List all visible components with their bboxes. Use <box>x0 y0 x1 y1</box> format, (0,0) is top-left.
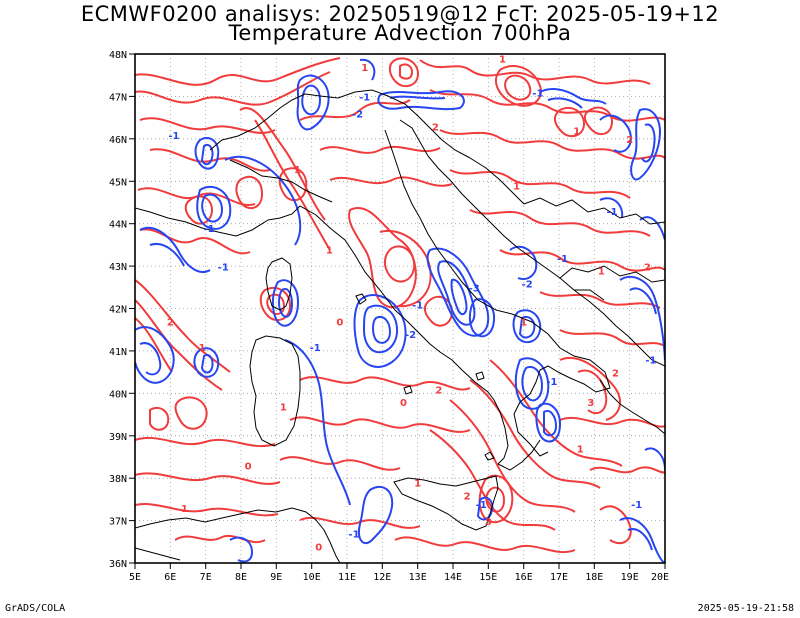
lat-label: 47N <box>109 92 127 103</box>
contour-value-label: 1 <box>598 267 605 278</box>
longitude-labels: 5E 6E 7E 8E 9E 10E 11E 12E 13E 14E 15E 1… <box>129 572 669 583</box>
lat-label: 48N <box>109 50 127 61</box>
contour-value-label: 1 <box>499 55 506 66</box>
software-credit: GrADS/COLA <box>5 603 66 614</box>
contour-value-label: -1 <box>645 356 656 367</box>
contour-value-label: 0 <box>315 542 322 553</box>
contour-value-label: 0 <box>336 318 343 329</box>
lat-label: 45N <box>109 177 127 188</box>
map-area: -1 -2 1 1 2 -1 1 -1 -1 1 -1 0 -2 -1 2 0 1 -1 0 1 2 3 -1 1 -1 3 2 1 -… <box>135 54 665 563</box>
contour-value-label: 2 <box>626 135 633 146</box>
contour-value-label: 1 <box>181 504 188 515</box>
graticule <box>135 54 665 563</box>
lat-label: 37N <box>109 517 127 528</box>
contour-value-label: -2 <box>405 330 416 341</box>
lat-label: 41N <box>109 347 127 358</box>
contour-value-label: 2 <box>612 368 619 379</box>
contour-value-label: 1 <box>280 402 287 413</box>
contour-value-label: 0 <box>400 398 407 409</box>
contour-value-label: -3 <box>469 284 480 295</box>
lon-label: 18E <box>585 572 603 583</box>
contour-value-label: 0 <box>245 462 252 473</box>
lat-label: 43N <box>109 262 127 273</box>
contour-value-label: 1 <box>513 182 520 193</box>
contour-value-label: -1 <box>476 500 487 511</box>
lat-label: 39N <box>109 432 127 443</box>
contour-value-label: -1 <box>310 343 321 354</box>
contour-value-label: 2 <box>435 385 442 396</box>
contour-value-label: -1 <box>631 500 642 511</box>
tick-marks <box>129 53 666 569</box>
contour-value-label: 2 <box>167 318 174 329</box>
contour-value-label: 1 <box>361 63 368 74</box>
map-subtitle: Temperature Advection 700hPa <box>228 21 572 45</box>
lat-label: 46N <box>109 135 127 146</box>
lon-label: 6E <box>164 572 176 583</box>
contour-value-label: 1 <box>294 165 301 176</box>
lat-label: 36N <box>109 559 127 570</box>
contour-value-label: -1 <box>606 207 617 218</box>
contour-value-label: -1 <box>218 262 229 273</box>
contour-value-label: 1 <box>199 343 206 354</box>
lat-label: 44N <box>109 220 127 231</box>
contour-value-label: -1 <box>412 301 423 312</box>
contour-value-label: 2 <box>432 122 439 133</box>
contour-value-label: -1 <box>349 530 360 541</box>
contour-value-label: -1 <box>168 131 179 142</box>
map-title: ECMWF0200 analisys: 20250519@12 FcT: 202… <box>80 2 720 26</box>
lon-label: 16E <box>515 572 533 583</box>
contour-value-label: 2 <box>644 262 651 273</box>
lon-label: 12E <box>373 572 391 583</box>
lon-label: 19E <box>621 572 639 583</box>
lat-label: 40N <box>109 389 127 400</box>
latitude-labels: 48N 47N 46N 45N 44N 43N 42N 41N 40N 39N … <box>109 50 127 570</box>
contour-value-label: 1 <box>577 445 584 456</box>
contour-value-label: 1 <box>414 479 421 490</box>
contour-value-label: -1 <box>557 254 568 265</box>
contour-value-label: -1 <box>546 377 557 388</box>
contour-value-label: 1 <box>573 127 580 138</box>
lon-label: 15E <box>479 572 497 583</box>
contour-value-label: 3 <box>587 398 594 409</box>
lon-label: 17E <box>550 572 568 583</box>
lon-label: 20E <box>651 572 669 583</box>
cold-advection-contours <box>135 58 665 563</box>
contour-value-label: 2 <box>464 491 471 502</box>
contour-labels: -1 -2 1 1 2 -1 1 -1 -1 1 -1 0 -2 -1 2 0 1 -1 0 1 2 3 -1 1 -1 3 2 1 -… <box>167 55 657 554</box>
lon-label: 14E <box>444 572 462 583</box>
contour-value-label: -2 <box>352 110 363 121</box>
lon-label: 10E <box>303 572 321 583</box>
lon-label: 5E <box>129 572 141 583</box>
contour-value-label: -1 <box>204 224 215 235</box>
lon-label: 8E <box>235 572 247 583</box>
contour-value-label: -1 <box>359 93 370 104</box>
lon-label: 11E <box>338 572 356 583</box>
lon-label: 7E <box>200 572 212 583</box>
lon-label: 13E <box>409 572 427 583</box>
contour-value-label: -1 <box>532 88 543 99</box>
generation-timestamp: 2025-05-19-21:58 <box>697 603 794 614</box>
lat-label: 38N <box>109 474 127 485</box>
contour-value-label: 3 <box>485 517 492 528</box>
contour-value-label: 1 <box>520 318 527 329</box>
contour-value-label: -2 <box>522 279 533 290</box>
lat-label: 42N <box>109 305 127 316</box>
contour-value-label: 1 <box>326 245 333 256</box>
coastlines <box>135 89 665 563</box>
lon-label: 9E <box>270 572 282 583</box>
